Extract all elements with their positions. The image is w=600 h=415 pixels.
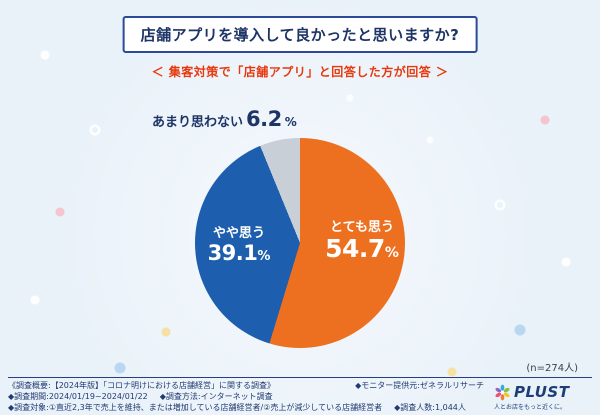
plust-logo: PLUST 人とお店をもっと近くに。: [494, 383, 594, 411]
percent-sign: %: [384, 245, 399, 261]
pie-chart: [195, 138, 405, 348]
pie-slice-label: やや思う: [212, 226, 265, 241]
sample-size-note: (n=274人): [526, 363, 578, 374]
plust-logo-text: PLUST: [514, 383, 570, 401]
plust-logo-tagline: 人とお店をもっと近くに。: [494, 404, 567, 411]
footer-divider: [8, 377, 592, 378]
pie-label-totemo-omou: とても思う 54.7%: [302, 216, 422, 262]
survey-period: ◆調査期間:2024/01/19~2024/01/22: [8, 391, 148, 401]
percent-sign: %: [257, 249, 271, 264]
pie-slice-value: 54.7: [325, 234, 385, 263]
percent-sign: %: [284, 115, 297, 129]
survey-details: 《調査概要:【2024年版】「コロナ明けにおける店舗経営」に関する調査》 ◆モニ…: [8, 381, 488, 413]
pie-slice-value: 39.1: [207, 241, 258, 265]
plust-logo-icon: [495, 384, 510, 400]
survey-method: ◆調査方法:インターネット調査: [159, 391, 273, 401]
page-title: 店舗アプリを導入して良かったと思いますか?: [140, 26, 460, 44]
pie-slice-label: あまり思わない: [152, 115, 244, 130]
pie-label-amari-omowanai: あまり思わない 6.2%: [152, 107, 297, 131]
survey-monitor-source: ◆モニター提供元:ゼネラルリサーチ: [355, 381, 484, 390]
subtitle: ＜ 集客対策で「店舗アプリ」と回答した方が回答 ＞: [151, 65, 449, 79]
survey-count: ◆調査人数:1,044人: [394, 402, 466, 412]
title-box: 店舗アプリを導入して良かったと思いますか?: [122, 16, 478, 53]
pie-slice-label: とても思う: [330, 220, 394, 235]
survey-summary: 《調査概要:【2024年版】「コロナ明けにおける店舗経営」に関する調査》: [8, 381, 276, 390]
survey-subjects: ◆調査対象:①直近2,3年で売上を維持、または増加している店舗経営者/②売上が減…: [8, 402, 383, 412]
pie-slice-value: 6.2: [246, 107, 282, 131]
footer: 《調査概要:【2024年版】「コロナ明けにおける店舗経営」に関する調査》 ◆モニ…: [8, 381, 594, 413]
pie-label-yaya-omou: やや思う 39.1%: [187, 222, 291, 264]
